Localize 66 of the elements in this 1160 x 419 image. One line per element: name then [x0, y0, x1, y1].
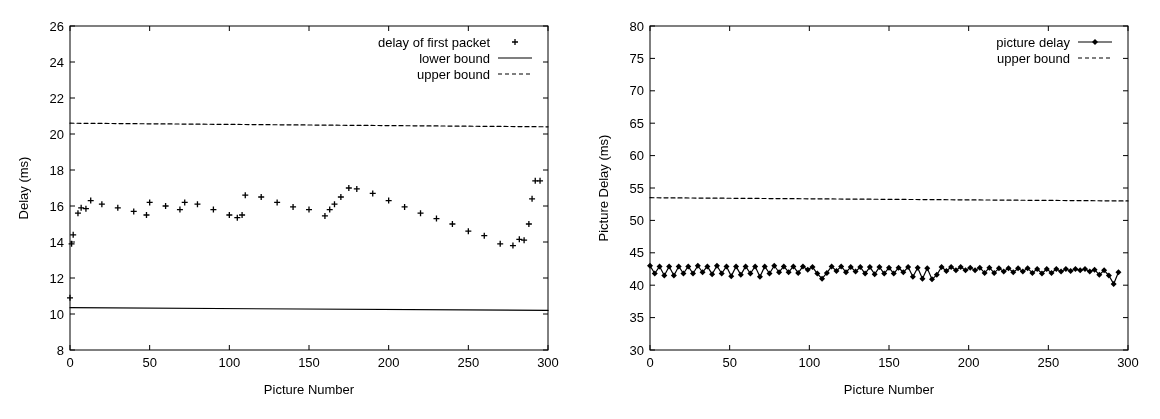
y-tick-label: 12 — [49, 270, 64, 286]
y-tick-label: 30 — [629, 342, 644, 358]
point — [142, 211, 151, 219]
point — [345, 184, 353, 192]
legend-label: delay of first packet — [378, 34, 491, 50]
x-tick-label: 150 — [298, 355, 320, 370]
y-axis-title: Delay (ms) — [16, 156, 31, 220]
x-tick-label: 250 — [457, 355, 480, 370]
y-tick-label: 8 — [56, 342, 64, 358]
y-tick-label: 70 — [629, 83, 644, 99]
y-axis-title: Picture Delay (ms) — [596, 134, 611, 242]
point — [448, 220, 457, 228]
y-tick-label: 14 — [49, 234, 64, 250]
point — [238, 211, 246, 219]
y-tick-label: 55 — [629, 180, 644, 196]
point — [98, 200, 106, 208]
y-tick-label: 26 — [49, 18, 64, 34]
point — [321, 212, 329, 220]
x-tick-label: 100 — [798, 355, 821, 370]
y-tick-label: 22 — [49, 90, 64, 106]
point — [74, 209, 82, 217]
x-tick-label: 0 — [66, 355, 74, 370]
point — [273, 198, 281, 207]
y-tick-label: 50 — [629, 212, 644, 228]
x-tick-label: 50 — [142, 355, 157, 370]
y-tick-label: 80 — [629, 18, 644, 34]
y-tick-label: 40 — [629, 277, 644, 293]
point — [289, 203, 297, 211]
y-tick-label: 75 — [629, 50, 644, 66]
y-tick-label: 18 — [49, 162, 64, 178]
y-tick-label: 24 — [49, 54, 64, 70]
x-tick-label: 250 — [1037, 355, 1060, 370]
point — [161, 202, 170, 210]
y-tick-label: 60 — [629, 148, 644, 164]
x-tick-label: 200 — [377, 355, 400, 370]
point — [509, 241, 517, 250]
x-tick-label: 50 — [722, 355, 737, 370]
point — [225, 211, 233, 219]
point — [528, 195, 536, 203]
x-tick-label: 0 — [646, 355, 654, 370]
point — [337, 193, 345, 201]
point — [66, 294, 74, 302]
y-tick-label: 20 — [49, 126, 64, 142]
x-tick-label: 300 — [537, 355, 559, 370]
x-axis-title: Picture Number — [263, 382, 355, 397]
point — [525, 220, 533, 228]
legend-label: picture delay — [996, 34, 1071, 50]
y-tick-label: 65 — [629, 115, 644, 131]
point — [257, 193, 265, 201]
x-tick-label: 200 — [957, 355, 980, 370]
point — [353, 185, 361, 193]
x-tick-label: 150 — [878, 355, 900, 370]
y-tick-label: 10 — [49, 306, 64, 322]
point — [305, 205, 313, 214]
legend-label: upper bound — [416, 66, 490, 82]
y-tick-label: 16 — [49, 198, 64, 214]
point — [400, 203, 409, 211]
legend-label: upper bound — [996, 50, 1070, 66]
point — [176, 205, 184, 214]
x-axis-title: Picture Number — [843, 382, 935, 397]
x-tick-label: 300 — [1117, 355, 1139, 370]
point — [536, 177, 544, 185]
legend-label: lower bound — [419, 50, 490, 66]
y-tick-label: 35 — [629, 310, 644, 326]
x-tick-label: 100 — [218, 355, 241, 370]
y-tick-label: 45 — [629, 245, 644, 261]
